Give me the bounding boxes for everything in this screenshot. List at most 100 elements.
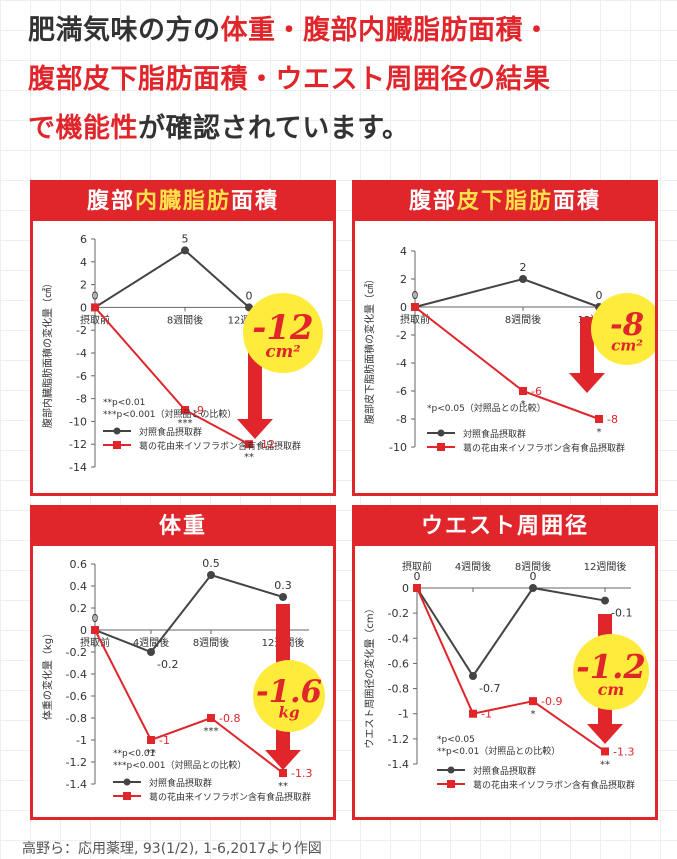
data-label: 0 (92, 289, 99, 302)
data-point-control (529, 584, 537, 592)
legend-label: 対照食品摂取群 (149, 777, 212, 789)
x-tick-label: 8週間後 (193, 636, 229, 649)
data-point-test (181, 406, 189, 414)
data-label: 0 (530, 570, 537, 583)
y-tick-label: -10 (69, 415, 87, 428)
panel-body-weight: 体重 0.6 0.4 0.2 0 -0.2 -0.4 -0.6 -0.8 -1 -1.2 -1.4 摂… (30, 505, 336, 820)
legend-label: 葛の花由来イソフラボン含有食品摂取群 (149, 791, 311, 803)
data-label: 0.3 (274, 579, 292, 592)
y-tick-label: -1.4 (388, 758, 409, 771)
y-tick-label: -0.4 (66, 668, 87, 681)
panel-title: ウエスト周囲径 (355, 508, 655, 546)
data-label: 0 (412, 289, 419, 302)
arrow-head (265, 750, 301, 770)
data-label: 2 (520, 261, 527, 274)
headline-line-2: 腹部皮下脂肪面積・ウエスト周囲径の結果 (28, 64, 551, 95)
arrow-head (237, 419, 273, 439)
headline-text: が確認されています。 (138, 113, 410, 144)
y-tick-label: -8 (396, 413, 407, 426)
y-tick-label: -4 (76, 347, 87, 360)
data-point-test (279, 769, 287, 777)
x-tick-label: 8週間後 (167, 313, 203, 326)
callout-circle (253, 660, 325, 732)
panel-title: 腹部内臓脂肪面積 (33, 183, 333, 221)
data-label: -6 (531, 385, 542, 398)
y-tick-label: -0.6 (388, 657, 409, 670)
significance-mark: *** (178, 418, 193, 429)
significance-mark: *** (204, 726, 219, 737)
data-point-test (529, 697, 537, 706)
panel-title: 腹部皮下脂肪面積 (355, 183, 655, 221)
data-label: -1.3 (613, 745, 634, 758)
data-label: -0.9 (541, 695, 562, 708)
legend-marker-control (113, 427, 121, 435)
arrow-head (569, 373, 605, 393)
footnote: **p<0.01（対照品との比較） (437, 745, 560, 757)
significance-mark: ** (146, 748, 156, 759)
x-tick-label: 8週間後 (515, 560, 551, 573)
footnote: **p<0.01 (113, 749, 155, 759)
series-line-test (94, 306, 250, 446)
callout-value: -12 (252, 308, 313, 348)
callout-unit: cm (598, 680, 625, 699)
legend-label: 対照食品摂取群 (139, 426, 202, 438)
legend-label: 葛の花由来イソフラボン含有食品摂取群 (473, 779, 635, 791)
callout-circle (591, 293, 655, 365)
x-tick-label: 摂取前 (400, 313, 430, 326)
data-label: 0 (596, 289, 603, 302)
legend-marker-control (123, 778, 131, 786)
panel-visceral-fat: 腹部内臓脂肪面積 6420-2-4-6-8-10-12-14摂取前8週間後12週… (30, 180, 336, 496)
data-point-control (181, 246, 189, 255)
data-label: 0 (414, 570, 421, 583)
chart-subcutaneous: 420-2-4-6-8-10摂取前8週間後12週間後腹部皮下脂肪面積の変化量（㎠… (363, 245, 655, 454)
footnote: ***p<0.001（対照品との比較） (113, 759, 246, 771)
source-citation: 高野ら：応用薬理, 93(1/2), 1-6,2017より作図 (22, 841, 322, 857)
x-tick-label: 4週間後 (455, 560, 491, 573)
legend-marker-test (447, 780, 455, 788)
y-axis-title: ウエスト周囲径の変化量（cm） (363, 603, 376, 748)
data-label: -8 (607, 413, 618, 426)
y-tick-label: -8 (76, 393, 87, 406)
data-point-test (245, 440, 253, 449)
y-axis-title: 腹部皮下脂肪面積の変化量（㎠） (363, 274, 376, 424)
callout-unit: cm² (611, 337, 643, 355)
y-tick-label: -0.6 (66, 690, 87, 703)
callout-circle (243, 293, 323, 373)
panel-title: 体重 (33, 508, 333, 546)
data-point-control (147, 648, 155, 656)
x-tick-label: 摂取前 (80, 636, 110, 649)
data-label: -12 (257, 438, 275, 451)
y-tick-label: -1.2 (388, 733, 409, 746)
legend-marker-test (113, 441, 121, 449)
arrow-head (587, 724, 623, 744)
footnote: **p<0.01 (103, 398, 145, 408)
data-label: -0.7 (479, 682, 500, 695)
data-label: 0 (246, 289, 253, 302)
y-tick-label: -14 (69, 461, 87, 474)
chart-waist: 0 -0.2 -0.4 -0.6 -0.8 -1 -1.2 -1.4 摂取前 4週間後 8週間後 12… (363, 560, 649, 791)
y-axis-title: 腹部内臓脂肪面積の変化量（㎠） (41, 278, 54, 428)
data-point-test (595, 415, 603, 423)
data-point-control (469, 672, 477, 680)
legend-marker-control (437, 429, 445, 437)
series-line-control (414, 277, 600, 308)
callout-unit: cm² (265, 341, 300, 361)
headline-highlight: 体重・腹部内臓脂肪面積・ (220, 15, 551, 46)
significance-mark: * (597, 427, 602, 438)
data-point-test (147, 736, 155, 744)
y-tick-label: 2 (80, 279, 87, 292)
headline-highlight: で機能性 (28, 113, 138, 144)
data-point-control (279, 593, 287, 601)
significance-mark: * (521, 399, 526, 410)
y-tick-label: 0 (80, 301, 87, 314)
y-tick-label: 4 (400, 245, 407, 258)
y-tick-label: -1.2 (66, 756, 87, 769)
data-label: -1.3 (291, 767, 312, 780)
y-tick-label: -6 (76, 370, 87, 383)
y-axis-title: 体重の変化量（kg） (41, 628, 54, 720)
y-tick-label: 0.6 (70, 558, 88, 571)
series-line-control (94, 573, 284, 654)
y-tick-label: 2 (400, 273, 407, 286)
callout-unit: kg (278, 704, 299, 722)
